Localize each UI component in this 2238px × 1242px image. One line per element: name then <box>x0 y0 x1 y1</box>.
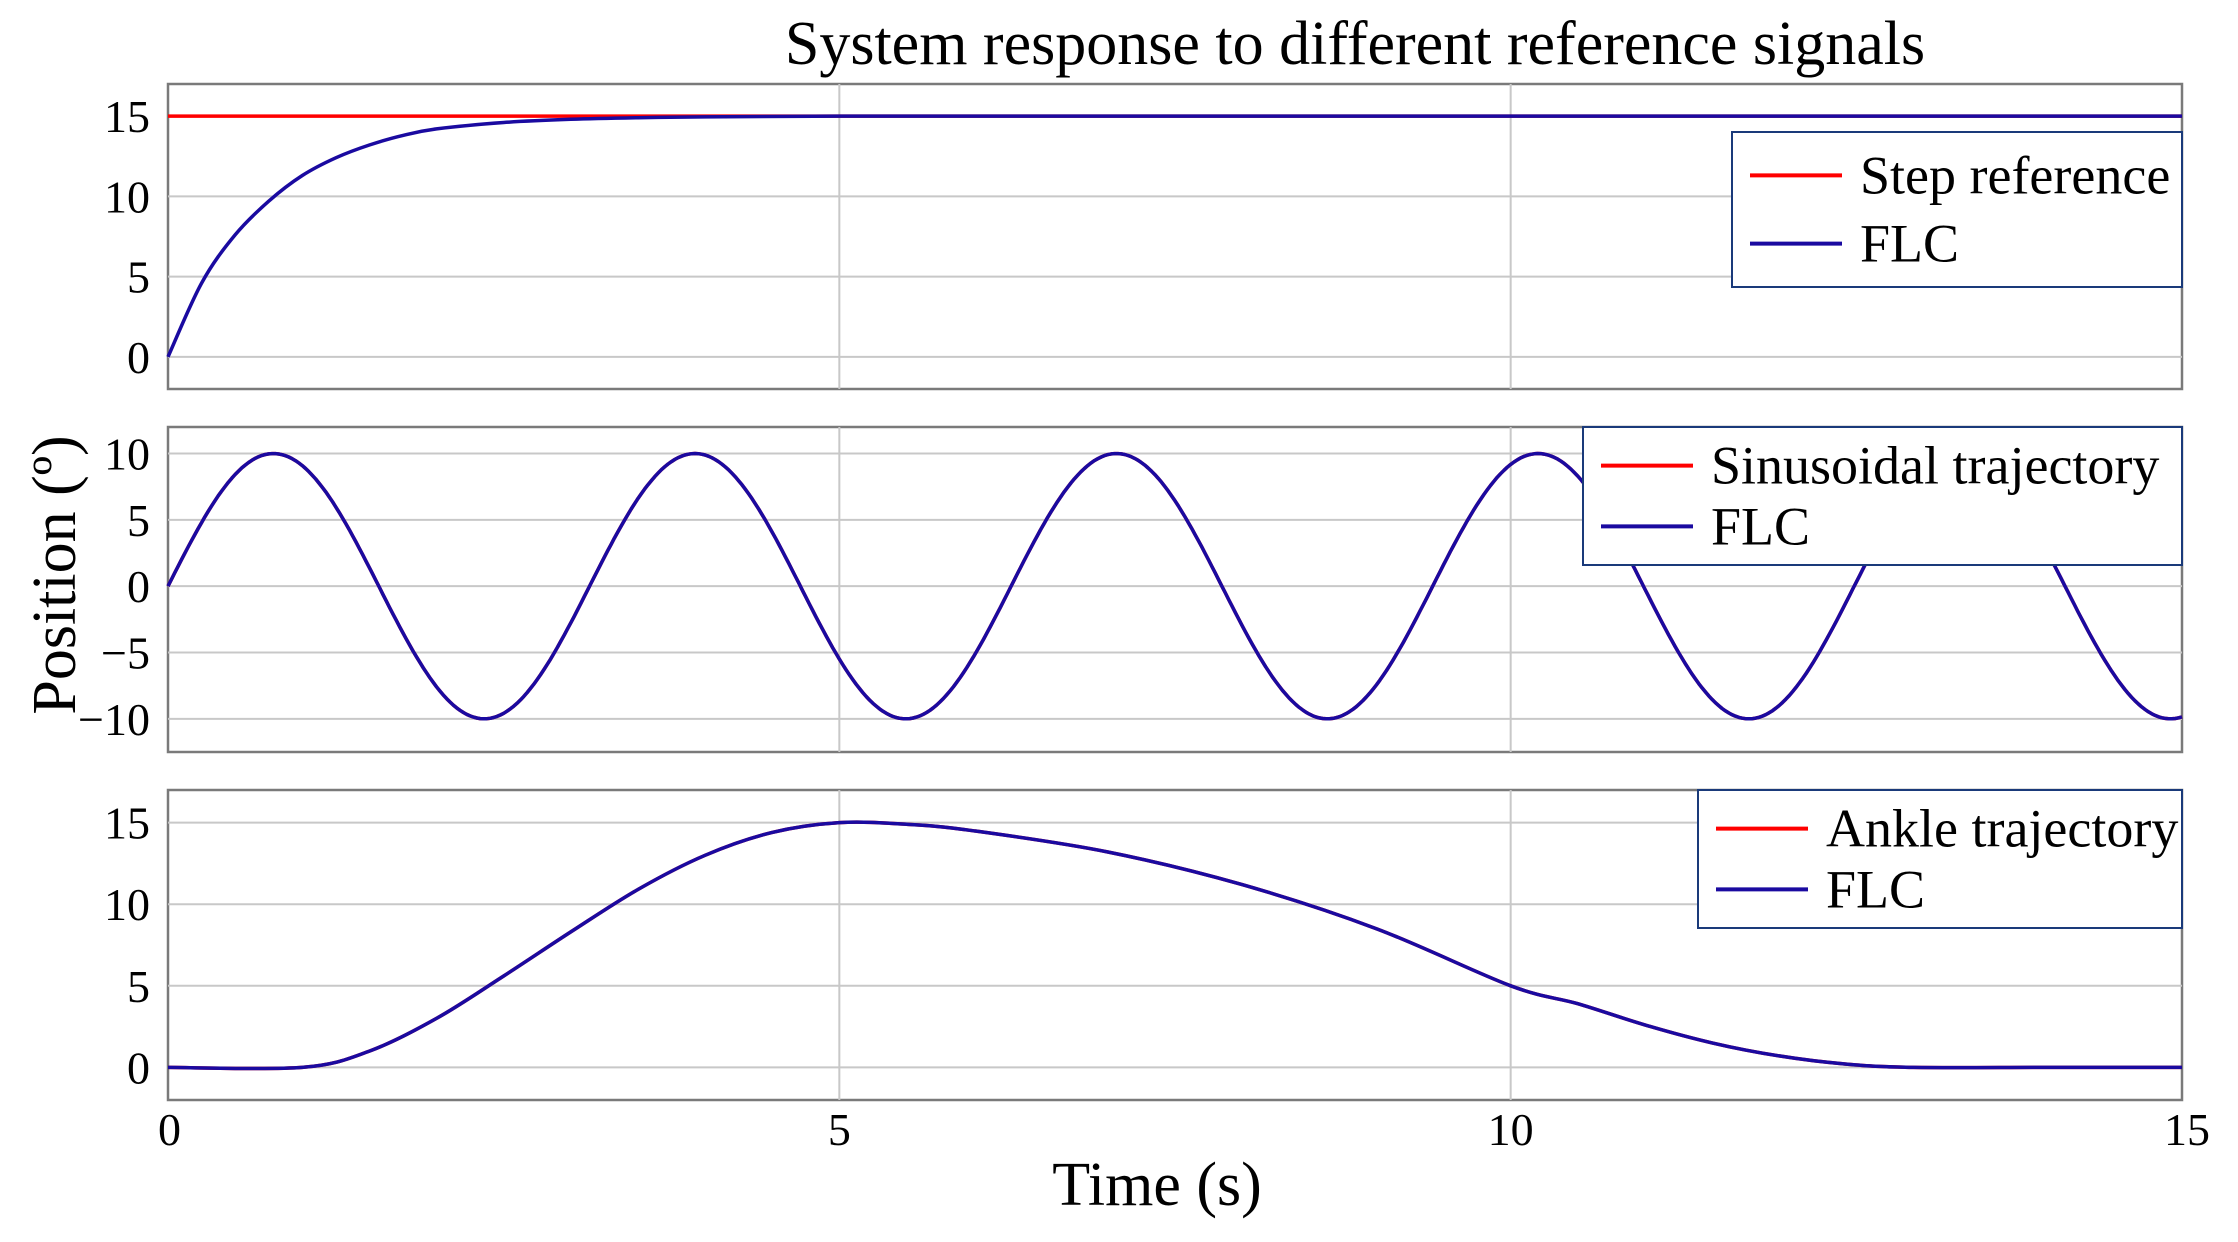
legend-box <box>1731 131 2183 288</box>
y-tick-label: 15 <box>104 91 150 142</box>
y-tick-label: 10 <box>104 171 150 222</box>
series-line-flc <box>166 114 2182 358</box>
y-tick-label: −5 <box>101 628 150 679</box>
y-tick-label: 5 <box>127 495 150 546</box>
y-tick-label: 0 <box>127 561 150 612</box>
series-line-flc <box>166 451 2183 721</box>
y-tick-label: 10 <box>104 879 150 930</box>
y-axis-label: Position (º) <box>21 435 89 714</box>
y-tick-label: 0 <box>127 332 150 383</box>
x-axis-label: Time (s) <box>1052 1151 1262 1219</box>
legend-label: Ankle trajectory <box>1826 799 2178 859</box>
y-tick-label: 15 <box>104 798 150 849</box>
x-tick-labels: 0 5 10 15 <box>158 1104 2210 1155</box>
y-tick-label: −10 <box>78 694 150 745</box>
x-tick-label: 0 <box>158 1104 181 1155</box>
x-tick-label: 15 <box>2164 1104 2210 1155</box>
panel-step: 0 5 10 15 Step reference FLC <box>104 82 2184 391</box>
legend-box <box>1582 426 2183 566</box>
series-line-flc <box>167 820 2182 1071</box>
legend-label: FLC <box>1711 496 1810 556</box>
x-tick-label: 5 <box>828 1104 851 1155</box>
chart-title: System response to different reference s… <box>785 10 1925 78</box>
legend-box <box>1697 789 2183 929</box>
x-tick-label: 10 <box>1488 1104 1534 1155</box>
y-tick-label: 10 <box>104 429 150 480</box>
legend-label: FLC <box>1826 859 1925 919</box>
y-tick-label: 5 <box>127 252 150 303</box>
y-tick-label: 5 <box>127 961 150 1012</box>
legend-label: Step reference <box>1860 145 2170 205</box>
legend-label: Sinusoidal trajectory <box>1711 436 2159 496</box>
legend-label: FLC <box>1860 214 1959 274</box>
y-tick-label: 0 <box>127 1042 150 1093</box>
